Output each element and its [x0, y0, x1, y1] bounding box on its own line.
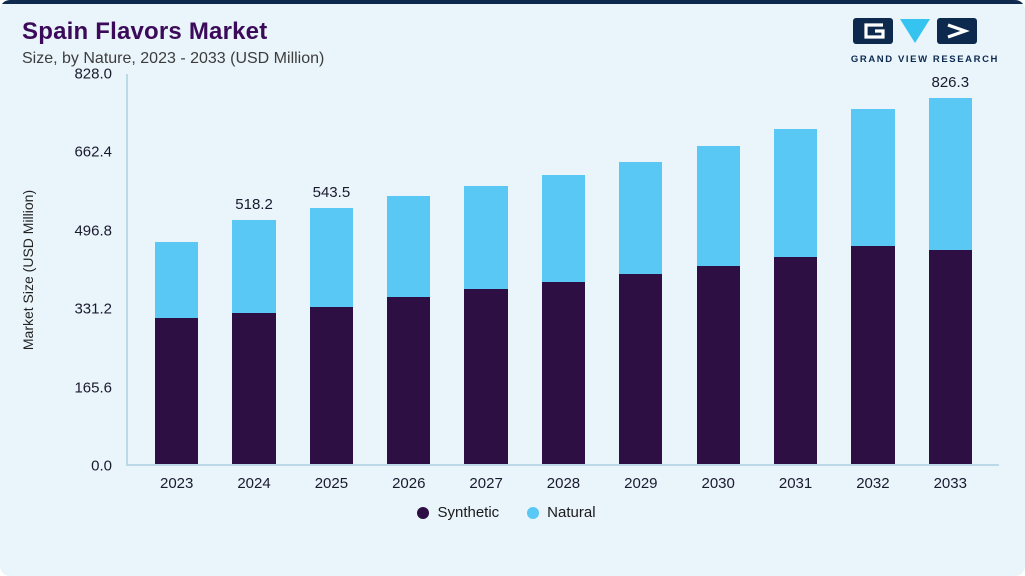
legend-item-natural: Natural — [527, 504, 596, 521]
bar-segment-synthetic-2031 — [773, 256, 818, 464]
bar-value-label-2025: 543.5 — [312, 184, 351, 202]
bar-2026 — [370, 74, 447, 464]
bar-segment-synthetic-2026 — [387, 297, 431, 464]
x-label-2025: 2025 — [314, 475, 349, 492]
stacked-bar-chart: Market Size (USD Million) 0.0 165.6 331.2 4… — [0, 66, 1025, 521]
y-tick-662.4: 662.4 — [74, 143, 112, 161]
legend-label-synthetic: Synthetic — [437, 504, 500, 521]
top-accent-strip — [0, 0, 1025, 4]
x-label-2027: 2027 — [469, 475, 503, 492]
y-tick-165.6: 165.6 — [74, 379, 112, 397]
page-subtitle: Size, by Nature, 2023 - 2033 (USD Millio… — [22, 50, 325, 67]
y-axis-label: Market Size (USD Million) — [20, 189, 36, 351]
plot-area: 518.2 543.5 826.3 — [126, 74, 999, 466]
x-label-2030: 2030 — [701, 475, 735, 492]
title-block: Spain Flavors Market Size, by Nature, 20… — [22, 18, 324, 68]
bar-segment-synthetic-2025 — [309, 306, 354, 464]
x-label-2024: 2024 — [237, 475, 271, 492]
bar-segment-natural-2031 — [773, 128, 818, 257]
bar-2030 — [680, 74, 757, 464]
bar-value-label-2024: 518.2 — [235, 195, 273, 213]
x-label-2031: 2031 — [778, 475, 813, 492]
legend-dot-natural — [527, 506, 540, 519]
chart-body: Market Size (USD Million) 0.0 165.6 331.2 4… — [14, 66, 999, 475]
bar-segment-synthetic-2032 — [851, 245, 895, 464]
bar-2033: 826.3 — [912, 74, 989, 464]
legend-label-natural: Natural — [547, 504, 596, 521]
bar-2027 — [447, 74, 524, 464]
header: Spain Flavors Market Size, by Nature, 20… — [0, 0, 1025, 68]
x-label-2026: 2026 — [392, 475, 426, 492]
y-axis-ticks: 0.0 165.6 331.2 496.8 662.4 828.0 — [42, 66, 126, 475]
bar-2028 — [525, 74, 602, 464]
bar-2025: 543.5 — [293, 74, 370, 464]
bar-segment-natural-2033 — [928, 98, 972, 250]
bar-segment-natural-2029 — [619, 161, 663, 275]
y-tick-0.0: 0.0 — [91, 457, 112, 475]
bar-segment-natural-2023 — [155, 241, 199, 318]
bar-segment-synthetic-2027 — [464, 289, 508, 464]
x-label-2032: 2032 — [856, 475, 890, 492]
bar-segment-synthetic-2024 — [232, 312, 276, 464]
bar-segment-synthetic-2033 — [928, 249, 972, 464]
x-label-2029: 2029 — [624, 475, 658, 492]
x-label-2028: 2028 — [546, 475, 581, 492]
x-axis-labels: 2023 2024 2025 2026 2027 2028 2029 2030 2031 2032… — [128, 466, 999, 492]
chart-legend: Synthetic Natural — [14, 504, 999, 521]
bar-segment-synthetic-2028 — [541, 281, 586, 464]
bar-segment-natural-2028 — [541, 174, 586, 282]
grand-view-research-logo: GRAND VIEW RESEARCH — [851, 18, 999, 65]
bar-segment-synthetic-2029 — [619, 274, 663, 464]
y-tick-496.8: 496.8 — [74, 222, 112, 240]
bar-segment-natural-2025 — [309, 208, 354, 307]
bar-segment-natural-2026 — [387, 196, 431, 298]
bar-value-label-2033: 826.3 — [931, 74, 970, 91]
bar-2032 — [834, 74, 911, 464]
bar-2031 — [757, 74, 834, 464]
x-label-2023: 2023 — [159, 475, 194, 492]
bar-segment-synthetic-2023 — [155, 317, 199, 464]
x-label-2033: 2033 — [933, 475, 967, 492]
bar-segment-natural-2027 — [464, 186, 508, 290]
logo-icon — [852, 18, 977, 44]
y-tick-828.0: 828.0 — [74, 65, 112, 83]
legend-dot-synthetic — [417, 506, 430, 519]
logo-text: GRAND VIEW RESEARCH — [850, 54, 999, 65]
bar-segment-natural-2030 — [696, 146, 740, 267]
bar-2024: 518.2 — [215, 74, 292, 464]
legend-item-synthetic: Synthetic — [417, 504, 499, 521]
bar-2029 — [602, 74, 679, 464]
y-tick-331.2: 331.2 — [74, 300, 112, 318]
y-axis-label-wrap: Market Size (USD Million) — [14, 74, 42, 466]
page-title: Spain Flavors Market — [22, 18, 268, 45]
bar-segment-natural-2024 — [232, 219, 276, 313]
bar-segment-synthetic-2030 — [696, 266, 740, 464]
bar-segment-natural-2032 — [851, 109, 895, 246]
bar-2023 — [138, 74, 215, 464]
x-axis: 2023 2024 2025 2026 2027 2028 2029 2030 2031 2032… — [14, 466, 999, 492]
